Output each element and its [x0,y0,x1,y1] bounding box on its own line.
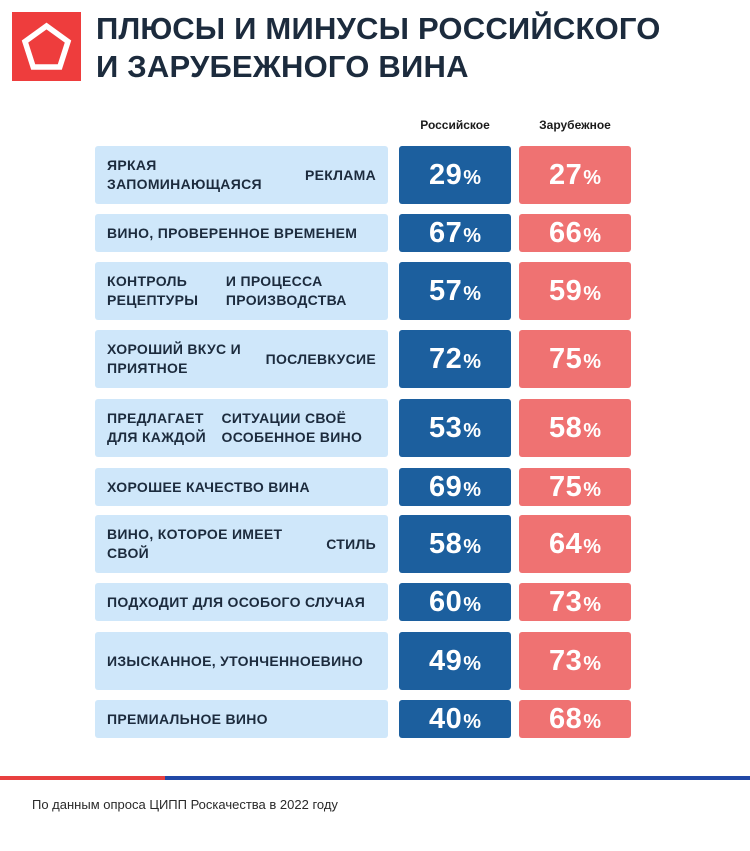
page-title: ПЛЮСЫ И МИНУСЫ РОССИЙСКОГО И ЗАРУБЕЖНОГО… [96,10,661,86]
russian-value-cell: 60% [399,583,511,621]
percent-sign: % [463,420,482,442]
russian-value-cell: 29% [399,146,511,204]
foreign-value-cell: 75% [519,330,631,388]
title-line-1: ПЛЮСЫ И МИНУСЫ РОССИЙСКОГО [96,11,661,46]
percent-sign: % [463,653,482,675]
russian-value: 60 [428,585,463,618]
russian-value: 69 [428,470,463,503]
percent-sign: % [583,283,602,305]
foreign-value-cell: 73% [519,632,631,690]
row-label-line: И ПРОЦЕССА ПРОИЗВОДСТВА [225,273,347,308]
foreign-value-cell: 68% [519,700,631,738]
footer-divider [0,776,750,780]
row-label-line: СТИЛЬ [326,535,376,552]
foreign-value: 68 [548,702,583,735]
foreign-value: 73 [548,585,583,618]
column-header-foreign: Зарубежное [539,118,611,132]
row-label-line: СИТУАЦИИ СВОЁ ОСОБЕННОЕ ВИНО [221,410,363,445]
percent-sign: % [583,479,602,501]
russian-value: 53 [428,411,463,444]
percent-sign: % [583,653,602,675]
row-label-line: ПРЕДЛАГАЕТ ДЛЯ КАЖДОЙ [107,410,206,445]
russian-value: 67 [428,216,463,249]
row-label: ВИНО, ПРОВЕРЕННОЕ ВРЕМЕНЕМ [95,214,388,252]
row-label-line: ВИНО, КОТОРОЕ ИМЕЕТ СВОЙ [107,526,283,561]
percent-sign: % [463,283,482,305]
row-label-line: ХОРОШЕЕ КАЧЕСТВО ВИНА [107,478,310,495]
row-label: ПРЕДЛАГАЕТ ДЛЯ КАЖДОЙ СИТУАЦИИ СВОЁ ОСОБЕ… [95,399,388,457]
foreign-value: 64 [548,527,583,560]
title-line-2: И ЗАРУБЕЖНОГО ВИНА [96,49,469,84]
foreign-value-cell: 75% [519,468,631,506]
column-header-russian: Российское [420,118,490,132]
percent-sign: % [583,711,602,733]
percent-sign: % [463,167,482,189]
row-label-line: РЕКЛАМА [304,166,376,183]
percent-sign: % [463,594,482,616]
percent-sign: % [463,711,482,733]
percent-sign: % [583,351,602,373]
russian-value: 57 [428,274,463,307]
percent-sign: % [583,536,602,558]
russian-value-cell: 69% [399,468,511,506]
row-label-line: ИЗЫСКАННОЕ, УТОНЧЕННОЕ [107,652,321,669]
percent-sign: % [583,594,602,616]
row-label: ЯРКАЯ ЗАПОМИНАЮЩАЯСЯ РЕКЛАМА [95,146,388,204]
row-label: ПРЕМИАЛЬНОЕ ВИНО [95,700,388,738]
percent-sign: % [463,479,482,501]
percent-sign: % [463,351,482,373]
russian-value: 49 [428,644,463,677]
foreign-value-cell: 64% [519,515,631,573]
row-label: ХОРОШЕЕ КАЧЕСТВО ВИНА [95,468,388,506]
foreign-value: 58 [548,411,583,444]
row-label-line: ПОДХОДИТ ДЛЯ ОСОБОГО СЛУЧАЯ [107,593,366,610]
foreign-value: 75 [548,470,583,503]
foreign-value-cell: 27% [519,146,631,204]
row-label: ХОРОШИЙ ВКУС И ПРИЯТНОЕ ПОСЛЕВКУСИЕ [95,330,388,388]
foreign-value: 59 [548,274,583,307]
foreign-value-cell: 66% [519,214,631,252]
percent-sign: % [583,420,602,442]
foreign-value-cell: 59% [519,262,631,320]
pentagon-icon [21,22,72,70]
row-label: ИЗЫСКАННОЕ, УТОНЧЕННОЕ ВИНО [95,632,388,690]
russian-value-cell: 40% [399,700,511,738]
percent-sign: % [463,536,482,558]
foreign-value: 73 [548,644,583,677]
foreign-value-cell: 73% [519,583,631,621]
row-label-line: ХОРОШИЙ ВКУС И ПРИЯТНОЕ [107,341,241,376]
row-label: ПОДХОДИТ ДЛЯ ОСОБОГО СЛУЧАЯ [95,583,388,621]
percent-sign: % [583,167,602,189]
russian-value-cell: 49% [399,632,511,690]
foreign-value: 75 [548,342,583,375]
row-label-line: ЯРКАЯ ЗАПОМИНАЮЩАЯСЯ [107,157,262,192]
row-label-line: ПРЕМИАЛЬНОЕ ВИНО [107,710,268,727]
row-label-line: ВИНО [320,652,364,669]
russian-value: 29 [428,158,463,191]
row-label-line: ВИНО, ПРОВЕРЕННОЕ ВРЕМЕНЕМ [107,224,358,241]
russian-value: 58 [428,527,463,560]
foreign-value: 27 [548,158,583,191]
source-note: По данным опроса ЦИПП Роскачества в 2022… [32,797,338,812]
roskachestvo-logo [12,12,81,81]
russian-value-cell: 57% [399,262,511,320]
row-label: КОНТРОЛЬ РЕЦЕПТУРЫ И ПРОЦЕССА ПРОИЗВОДСТВ… [95,262,388,320]
row-label-line: ПОСЛЕВКУСИЕ [265,350,376,367]
russian-value-cell: 67% [399,214,511,252]
russian-value-cell: 53% [399,399,511,457]
russian-value-cell: 72% [399,330,511,388]
russian-value-cell: 58% [399,515,511,573]
row-label: ВИНО, КОТОРОЕ ИМЕЕТ СВОЙ СТИЛЬ [95,515,388,573]
row-label-line: КОНТРОЛЬ РЕЦЕПТУРЫ [107,273,199,308]
percent-sign: % [583,225,602,247]
foreign-value-cell: 58% [519,399,631,457]
foreign-value: 66 [548,216,583,249]
russian-value: 40 [428,702,463,735]
percent-sign: % [463,225,482,247]
russian-value: 72 [428,342,463,375]
